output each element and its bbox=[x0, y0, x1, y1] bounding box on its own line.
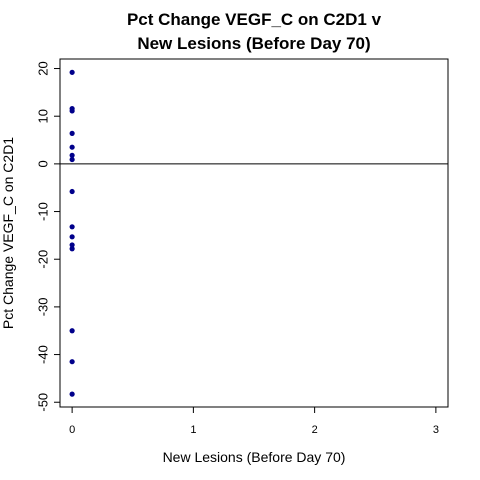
data-point bbox=[69, 69, 75, 75]
y-tick-label: -40 bbox=[36, 345, 51, 364]
plot-frame bbox=[59, 58, 449, 408]
data-points bbox=[69, 69, 75, 397]
x-tick-label: 3 bbox=[433, 424, 439, 436]
x-axis: 0 1 2 3 bbox=[69, 407, 439, 436]
y-tick-label: -20 bbox=[36, 250, 51, 269]
data-point bbox=[69, 328, 75, 334]
data-point bbox=[69, 359, 75, 365]
y-tick-label: -50 bbox=[36, 393, 51, 412]
y-tick-label: 10 bbox=[36, 109, 51, 123]
data-point bbox=[69, 130, 75, 136]
y-tick-label: 0 bbox=[36, 160, 51, 167]
y-axis-label: Pct Change VEGF_C on C2D1 bbox=[0, 137, 16, 329]
y-tick-label: -30 bbox=[36, 297, 51, 316]
data-point bbox=[69, 152, 75, 158]
data-point bbox=[69, 188, 75, 195]
x-tick-label: 0 bbox=[69, 424, 75, 436]
y-tick-label: -10 bbox=[36, 202, 51, 221]
x-axis-label: New Lesions (Before Day 70) bbox=[163, 449, 346, 465]
x-tick-label: 2 bbox=[312, 424, 318, 436]
x-tick-label: 1 bbox=[190, 424, 196, 436]
data-point bbox=[69, 234, 75, 240]
data-point bbox=[69, 391, 75, 397]
data-point bbox=[69, 246, 75, 252]
y-axis: 20 10 0 -10 -20 -30 -40 -50 bbox=[36, 61, 60, 412]
data-point bbox=[69, 144, 75, 150]
data-point bbox=[69, 224, 75, 230]
chart-title-line-2: New Lesions (Before Day 70) bbox=[137, 34, 370, 53]
y-tick-label: 20 bbox=[36, 61, 51, 75]
data-point bbox=[69, 242, 75, 248]
chart-title-line-1: Pct Change VEGF_C on C2D1 v bbox=[127, 10, 382, 29]
data-point bbox=[69, 156, 75, 163]
data-point bbox=[69, 108, 75, 114]
